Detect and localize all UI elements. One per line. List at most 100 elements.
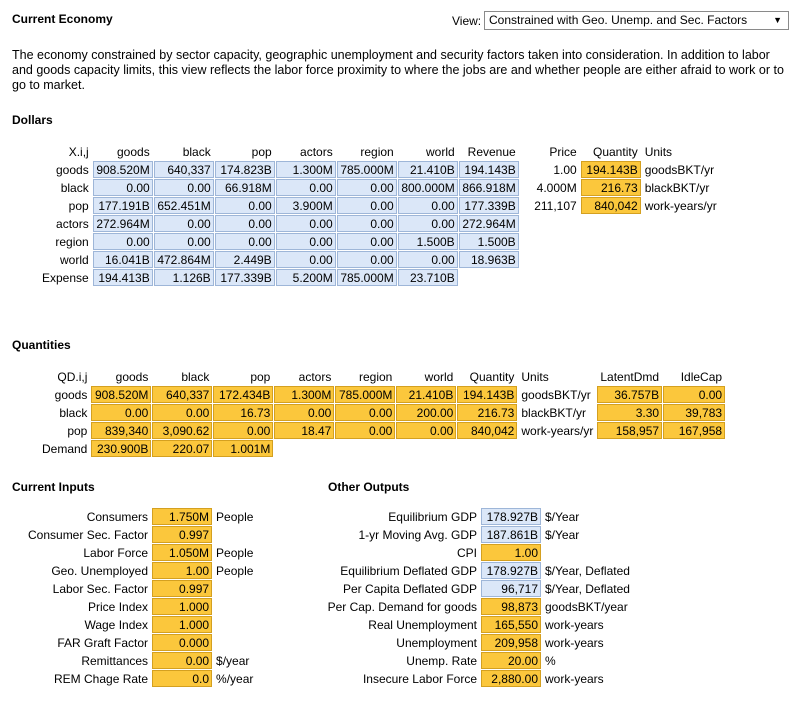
output-value[interactable]: 20.00	[481, 652, 541, 669]
table-cell[interactable]: 194.413B	[92, 269, 153, 286]
table-cell[interactable]: 172.434B	[213, 386, 274, 403]
table-cell[interactable]: 0.00	[153, 233, 214, 250]
table-cell[interactable]: 1.001M	[213, 440, 274, 457]
table-cell[interactable]: 640,337	[153, 161, 214, 178]
output-value[interactable]: 178.927B	[481, 508, 541, 525]
output-value[interactable]: 209,958	[481, 634, 541, 651]
quantity-cell[interactable]: 840,042	[580, 197, 641, 214]
latent-demand-cell[interactable]: 3.30	[597, 404, 663, 421]
output-value[interactable]: 96,717	[481, 580, 541, 597]
input-value[interactable]: 1.000	[152, 598, 213, 615]
table-cell[interactable]: 177.339B	[214, 269, 275, 286]
table-cell[interactable]: 866.918M	[458, 179, 519, 196]
table-cell[interactable]: 0.00	[92, 179, 153, 196]
table-cell[interactable]: 3.900M	[275, 197, 336, 214]
table-cell[interactable]: 230.900B	[91, 440, 152, 457]
table-cell[interactable]: 23.710B	[397, 269, 458, 286]
output-value[interactable]: 165,550	[481, 616, 541, 633]
input-value[interactable]: 0.997	[152, 580, 213, 597]
output-value[interactable]: 98,873	[481, 598, 541, 615]
view-select[interactable]: Constrained with Geo. Unemp. and Sec. Fa…	[484, 11, 789, 30]
input-value[interactable]: 1.00	[152, 562, 213, 579]
table-cell[interactable]: 2.449B	[214, 251, 275, 268]
table-cell[interactable]: 1.300M	[274, 386, 335, 403]
input-value[interactable]: 0.997	[152, 526, 213, 543]
table-cell[interactable]: 472.864M	[153, 251, 214, 268]
table-cell[interactable]: 3,090.62	[152, 422, 213, 439]
input-value[interactable]: 1.750M	[152, 508, 213, 525]
input-value[interactable]: 1.050M	[152, 544, 213, 561]
table-cell[interactable]: 5.200M	[275, 269, 336, 286]
table-cell[interactable]: 1.500B	[458, 233, 519, 250]
table-cell[interactable]: 0.00	[275, 215, 336, 232]
input-value[interactable]: 1.000	[152, 616, 213, 633]
input-value[interactable]: 0.000	[152, 634, 213, 651]
output-value[interactable]: 187.861B	[481, 526, 541, 543]
table-cell[interactable]: 16.041B	[92, 251, 153, 268]
table-cell[interactable]: 0.00	[275, 179, 336, 196]
table-cell[interactable]: 0.00	[275, 233, 336, 250]
quantity-cell[interactable]: 216.73	[580, 179, 641, 196]
quantity-cell[interactable]: 216.73	[457, 404, 518, 421]
table-cell[interactable]: 0.00	[336, 233, 397, 250]
table-cell[interactable]: 839,340	[91, 422, 152, 439]
chevron-down-icon[interactable]: ▼	[773, 15, 782, 25]
table-cell[interactable]: 800.000M	[397, 179, 458, 196]
table-cell[interactable]: 908.520M	[91, 386, 152, 403]
table-cell[interactable]: 0.00	[92, 233, 153, 250]
table-cell[interactable]: 0.00	[153, 215, 214, 232]
table-cell[interactable]: 0.00	[336, 251, 397, 268]
table-cell[interactable]: 0.00	[397, 215, 458, 232]
table-cell[interactable]: 18.963B	[458, 251, 519, 268]
table-cell[interactable]: 0.00	[214, 197, 275, 214]
table-cell[interactable]: 174.823B	[214, 161, 275, 178]
table-cell[interactable]: 652.451M	[153, 197, 214, 214]
table-cell[interactable]: 0.00	[397, 197, 458, 214]
table-cell[interactable]: 785.000M	[336, 161, 397, 178]
table-cell[interactable]: 21.410B	[397, 161, 458, 178]
output-value[interactable]: 2,880.00	[481, 670, 541, 687]
table-cell[interactable]: 1.300M	[275, 161, 336, 178]
table-cell[interactable]: 0.00	[396, 422, 457, 439]
table-cell[interactable]: 0.00	[336, 197, 397, 214]
table-cell[interactable]: 177.191B	[92, 197, 153, 214]
table-cell[interactable]: 0.00	[335, 404, 396, 421]
idle-capacity-cell[interactable]: 0.00	[663, 386, 726, 403]
table-cell[interactable]: 1.500B	[397, 233, 458, 250]
table-cell[interactable]: 0.00	[335, 422, 396, 439]
table-cell[interactable]: 785.000M	[335, 386, 396, 403]
table-cell[interactable]: 177.339B	[458, 197, 519, 214]
table-cell[interactable]: 66.918M	[214, 179, 275, 196]
table-cell[interactable]: 0.00	[336, 215, 397, 232]
table-cell[interactable]: 200.00	[396, 404, 457, 421]
quantity-cell[interactable]: 194.143B	[457, 386, 518, 403]
table-cell[interactable]: 272.964M	[92, 215, 153, 232]
table-cell[interactable]: 21.410B	[396, 386, 457, 403]
input-value[interactable]: 0.00	[152, 652, 213, 669]
output-value[interactable]: 178.927B	[481, 562, 541, 579]
table-cell[interactable]: 0.00	[153, 179, 214, 196]
table-cell[interactable]: 194.143B	[458, 161, 519, 178]
table-cell[interactable]: 0.00	[275, 251, 336, 268]
table-cell[interactable]: 0.00	[152, 404, 213, 421]
table-cell[interactable]: 272.964M	[458, 215, 519, 232]
quantity-cell[interactable]: 194.143B	[580, 161, 641, 178]
table-cell[interactable]: 0.00	[91, 404, 152, 421]
table-cell[interactable]: 16.73	[213, 404, 274, 421]
table-cell[interactable]: 1.126B	[153, 269, 214, 286]
output-value[interactable]: 1.00	[481, 544, 541, 561]
table-cell[interactable]: 0.00	[213, 422, 274, 439]
table-cell[interactable]: 0.00	[336, 179, 397, 196]
input-value[interactable]: 0.0	[152, 670, 213, 687]
table-cell[interactable]: 220.07	[152, 440, 213, 457]
latent-demand-cell[interactable]: 158,957	[597, 422, 663, 439]
table-cell[interactable]: 0.00	[214, 233, 275, 250]
table-cell[interactable]: 908.520M	[92, 161, 153, 178]
table-cell[interactable]: 640,337	[152, 386, 213, 403]
table-cell[interactable]: 0.00	[397, 251, 458, 268]
table-cell[interactable]: 0.00	[274, 404, 335, 421]
quantity-cell[interactable]: 840,042	[457, 422, 518, 439]
table-cell[interactable]: 18.47	[274, 422, 335, 439]
latent-demand-cell[interactable]: 36.757B	[597, 386, 663, 403]
table-cell[interactable]: 0.00	[214, 215, 275, 232]
